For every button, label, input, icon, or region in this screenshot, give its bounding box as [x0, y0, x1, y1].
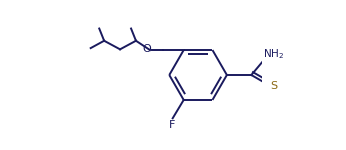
Text: O: O	[142, 44, 151, 54]
Text: F: F	[169, 120, 175, 130]
Text: S: S	[271, 81, 277, 91]
Text: NH$_2$: NH$_2$	[263, 47, 284, 61]
